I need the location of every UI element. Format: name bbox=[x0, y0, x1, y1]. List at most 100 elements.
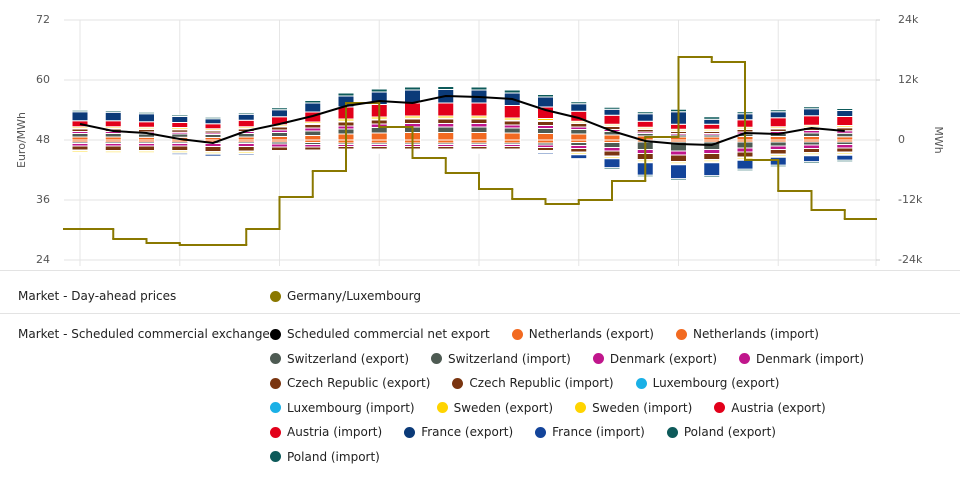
legend-label: Germany/Luxembourg bbox=[287, 289, 421, 303]
bar-segment bbox=[769, 136, 787, 141]
legend-item[interactable]: Luxembourg (import) bbox=[270, 399, 415, 418]
legend-item[interactable]: Scheduled commercial net export bbox=[270, 325, 490, 344]
bar-segment bbox=[171, 154, 189, 157]
bar-segment bbox=[271, 146, 288, 151]
bar-segment bbox=[570, 133, 588, 141]
legend-group-label: Market - Day-ahead prices bbox=[18, 289, 177, 303]
bar-segment bbox=[304, 152, 322, 155]
legend-marker bbox=[452, 377, 464, 389]
bar-segment bbox=[803, 106, 820, 110]
bar-segment bbox=[503, 89, 521, 94]
legend-item[interactable]: Denmark (import) bbox=[739, 350, 864, 369]
legend-item[interactable]: Switzerland (export) bbox=[270, 350, 409, 369]
bar-segment bbox=[171, 116, 189, 123]
bar-segment bbox=[304, 135, 322, 141]
legend-item[interactable]: Czech Republic (import) bbox=[452, 374, 614, 393]
bar-segment bbox=[470, 86, 488, 91]
legend-label: Poland (import) bbox=[287, 449, 380, 464]
bar-segment bbox=[437, 102, 455, 117]
bar-segment bbox=[537, 128, 554, 134]
bar-segment bbox=[803, 115, 820, 126]
bar-segment bbox=[337, 92, 355, 97]
bar-segment bbox=[271, 132, 288, 137]
bar-segment bbox=[138, 153, 155, 156]
legend-item[interactable]: France (export) bbox=[404, 423, 513, 442]
legend-marker bbox=[511, 328, 523, 340]
legend-item[interactable]: Poland (import) bbox=[270, 448, 380, 467]
y2-tick-label: -24k bbox=[898, 253, 923, 266]
divider bbox=[0, 270, 960, 271]
bar-segment bbox=[204, 123, 222, 130]
bar-segment bbox=[670, 164, 687, 180]
legend-marker bbox=[675, 328, 687, 340]
bar-segment bbox=[836, 159, 854, 163]
bar-segment bbox=[603, 106, 621, 110]
bar-segment bbox=[703, 153, 721, 160]
bar-segment bbox=[636, 113, 654, 122]
legend-item[interactable]: France (import) bbox=[535, 423, 645, 442]
bar-segment bbox=[570, 154, 588, 160]
bar-segment bbox=[71, 111, 89, 122]
bar-segment bbox=[836, 147, 854, 153]
y2-axis-title: MWh bbox=[932, 126, 945, 153]
bar-segment bbox=[537, 94, 554, 98]
y2-tick-label: 0 bbox=[898, 133, 905, 146]
bar-segment bbox=[570, 158, 588, 161]
bar-segment bbox=[271, 153, 288, 156]
legend-label: Luxembourg (import) bbox=[287, 400, 415, 415]
bar-segment bbox=[769, 141, 787, 147]
bar-segment bbox=[803, 132, 820, 137]
legend-item[interactable]: Luxembourg (export) bbox=[635, 374, 779, 393]
y2-tick-label: 12k bbox=[898, 73, 919, 86]
bar-segment bbox=[138, 121, 155, 128]
bar-segment bbox=[470, 102, 488, 117]
bar-segment bbox=[570, 148, 588, 153]
legend-item[interactable]: Denmark (export) bbox=[592, 350, 718, 369]
legend-label: Denmark (import) bbox=[756, 351, 864, 366]
bar-segment bbox=[836, 116, 854, 126]
bar-segment bbox=[836, 108, 854, 111]
legend-label: Denmark (export) bbox=[609, 351, 718, 366]
bar-segment bbox=[370, 88, 388, 93]
bar-segment bbox=[237, 113, 255, 121]
legend-item[interactable]: Sweden (export) bbox=[436, 399, 553, 418]
bar-segment bbox=[703, 123, 721, 130]
legend-label: Switzerland (import) bbox=[448, 351, 571, 366]
bar-segment bbox=[304, 124, 322, 129]
legend-item[interactable]: Netherlands (export) bbox=[511, 325, 654, 344]
legend-item[interactable]: Germany/Luxembourg bbox=[270, 287, 421, 306]
legend-label: Austria (import) bbox=[287, 425, 383, 439]
legend-marker bbox=[404, 426, 416, 438]
bar-segment bbox=[71, 145, 89, 151]
legend-item[interactable]: Netherlands (import) bbox=[675, 325, 819, 344]
legend-marker bbox=[666, 426, 678, 438]
legend-item[interactable]: Switzerland (import) bbox=[431, 350, 571, 369]
legend-marker bbox=[714, 402, 726, 414]
legend-label: Netherlands (export) bbox=[528, 327, 654, 341]
legend-label: Poland (export) bbox=[683, 425, 776, 439]
legend-item[interactable]: Poland (export) bbox=[666, 423, 776, 442]
bar-segment bbox=[503, 127, 521, 134]
legend-marker bbox=[270, 451, 281, 463]
bar-segment bbox=[470, 118, 488, 124]
bar-segment bbox=[470, 132, 488, 141]
bar-segment bbox=[304, 102, 322, 113]
bar-segment bbox=[803, 161, 820, 164]
bar-segment bbox=[703, 175, 721, 178]
bar-segment bbox=[370, 151, 388, 154]
chart: Euro/MWh MWh 24 36 48 60 72 -24k -12k 0 12k 24k bbox=[15, 13, 945, 266]
bar-segment bbox=[237, 112, 255, 115]
legend-items: Scheduled commercial net export Netherlan… bbox=[270, 325, 898, 466]
legend-marker bbox=[575, 402, 587, 414]
bar-segment bbox=[437, 126, 455, 133]
bar-segment bbox=[537, 153, 554, 156]
legend-item[interactable]: Sweden (import) bbox=[575, 399, 692, 418]
bar-segment bbox=[570, 103, 588, 112]
legend-item[interactable]: Austria (import) bbox=[270, 423, 382, 442]
legend-item[interactable]: Czech Republic (export) bbox=[270, 374, 430, 393]
bar-segment bbox=[204, 116, 222, 120]
bar-segment bbox=[138, 111, 155, 115]
legend-item[interactable]: Austria (export) bbox=[714, 399, 826, 418]
legend-label: Austria (export) bbox=[731, 400, 826, 415]
legend-marker bbox=[436, 402, 448, 414]
